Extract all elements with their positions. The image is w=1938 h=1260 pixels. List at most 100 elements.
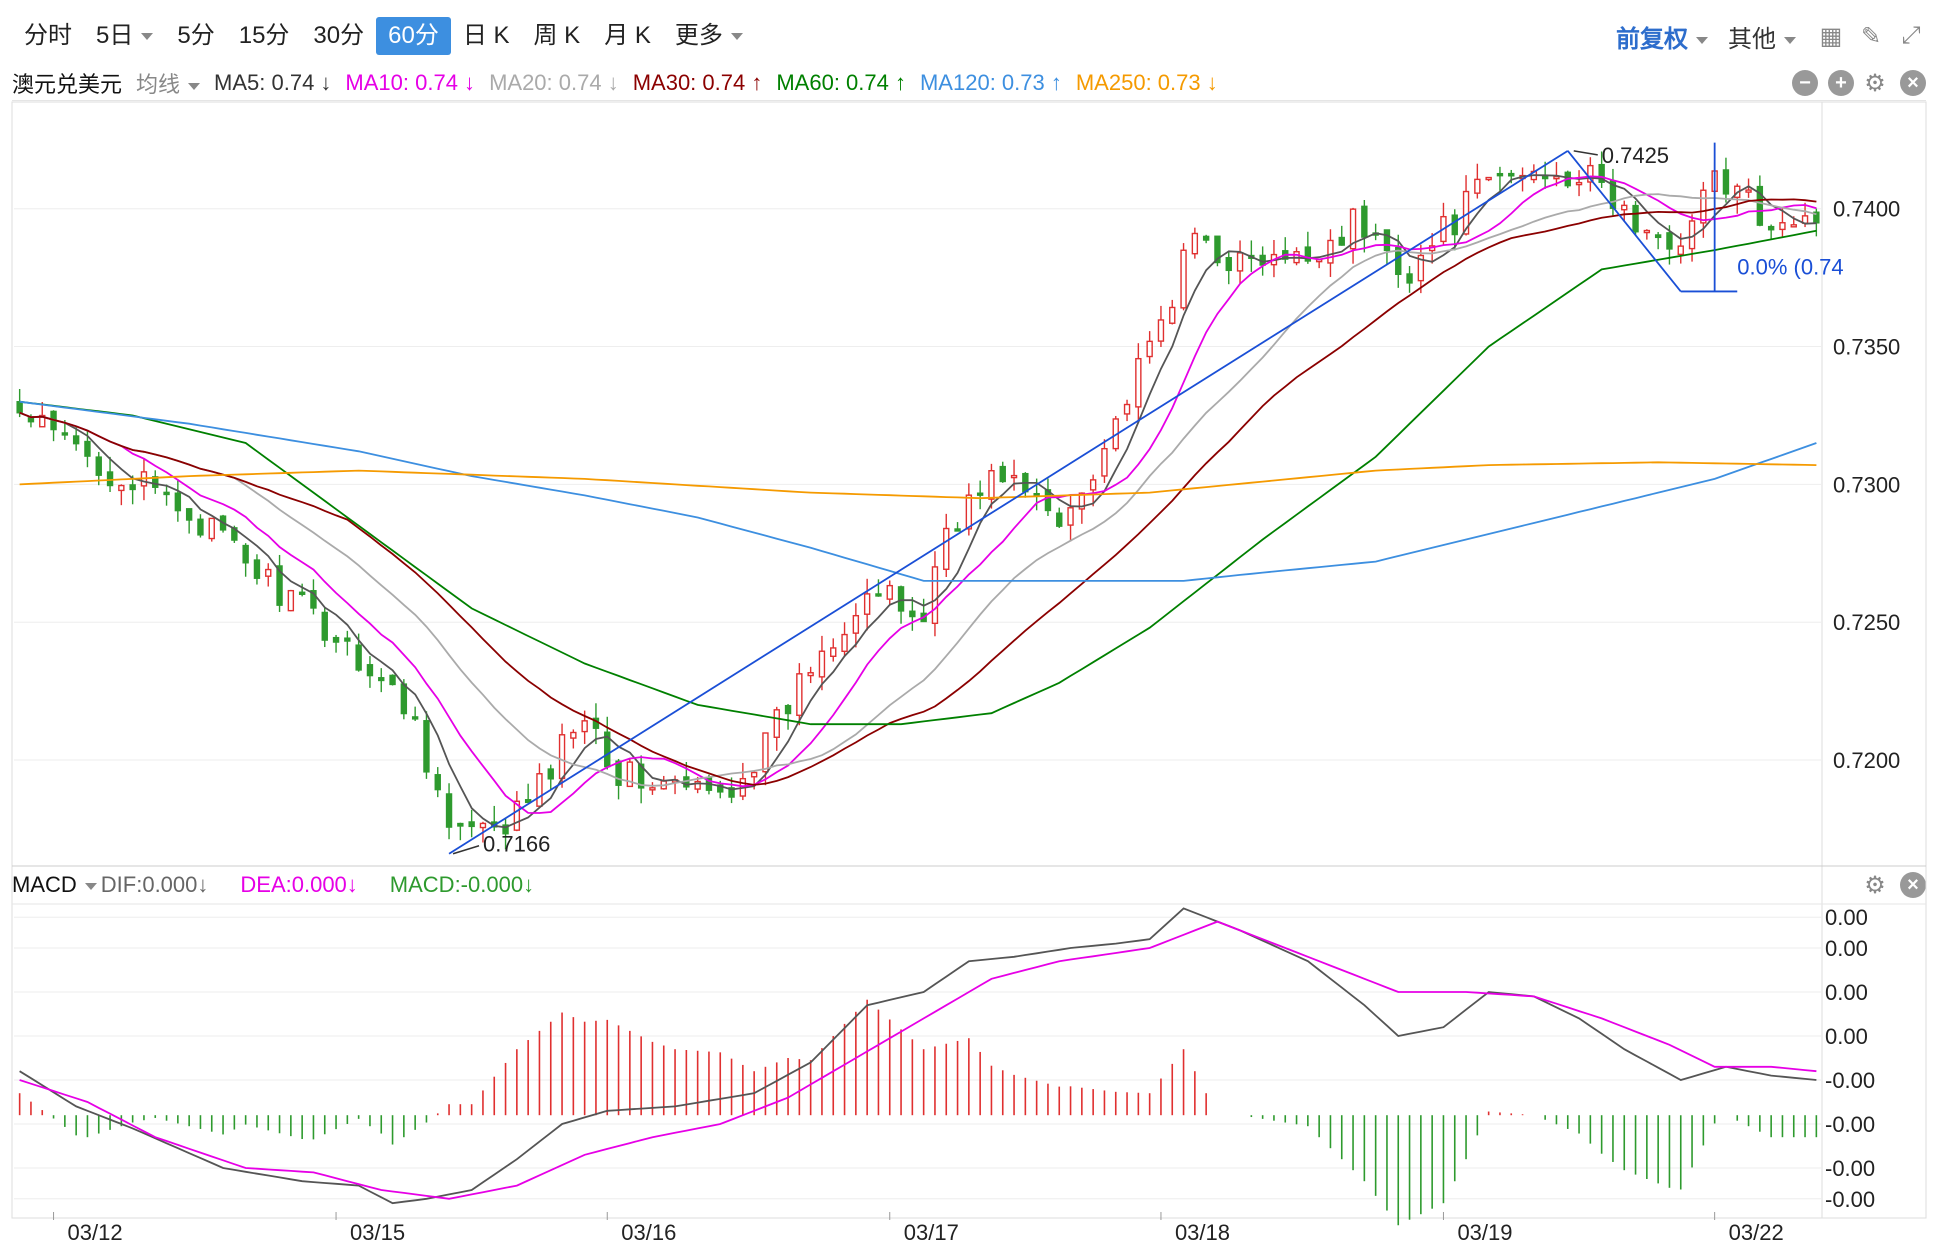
other-dropdown[interactable]: 其他 bbox=[1718, 19, 1806, 54]
candle-body bbox=[1587, 164, 1594, 183]
candle-body bbox=[253, 559, 261, 579]
tab-30min[interactable]: 30分 bbox=[313, 22, 365, 49]
candle-body bbox=[332, 636, 340, 643]
gear-icon[interactable]: ⚙ bbox=[1864, 871, 1886, 899]
high-annotation-arrow bbox=[1573, 150, 1598, 156]
draw-pen-icon[interactable]: ✎ bbox=[1860, 22, 1882, 50]
chevron-down-icon bbox=[84, 882, 97, 890]
chart-frame bbox=[11, 101, 1927, 1219]
candle-body bbox=[750, 771, 758, 778]
time-tick-label: 03/15 bbox=[350, 1220, 405, 1245]
close-icon[interactable]: × bbox=[1900, 70, 1926, 96]
ma5-line bbox=[19, 174, 1817, 829]
time-tick-label: 03/16 bbox=[621, 1220, 676, 1245]
candle-body bbox=[1496, 172, 1504, 177]
ma-legend-item: MA30: 0.74 ↑ bbox=[632, 70, 763, 95]
chevron-down-icon bbox=[1696, 36, 1708, 44]
candle-body bbox=[1169, 306, 1176, 324]
candle-body bbox=[1722, 169, 1730, 195]
chevron-down-icon bbox=[730, 33, 743, 41]
candle-body bbox=[1575, 181, 1583, 186]
macd-tick-label: -0.00 bbox=[1825, 1112, 1875, 1137]
candle-body bbox=[988, 470, 995, 500]
ma-selector[interactable]: 均线 bbox=[136, 67, 201, 99]
candle-body bbox=[1214, 235, 1221, 264]
tab-15min[interactable]: 15分 bbox=[238, 22, 290, 49]
candle-body bbox=[1067, 507, 1074, 526]
candle-body bbox=[773, 709, 780, 738]
candle-body bbox=[344, 637, 351, 642]
grid-icon[interactable]: ▦ bbox=[1819, 22, 1843, 50]
candle-body bbox=[502, 824, 509, 835]
candle-body bbox=[16, 401, 23, 414]
candle-body bbox=[1236, 252, 1244, 272]
tab-monthly[interactable]: 月 K bbox=[604, 22, 651, 49]
tab-5min[interactable]: 5分 bbox=[177, 22, 215, 49]
candle-body bbox=[1338, 236, 1345, 246]
time-tick-label: 03/17 bbox=[904, 1220, 959, 1245]
tab-more[interactable]: 更多 bbox=[663, 17, 755, 55]
tab-daily[interactable]: 日 K bbox=[462, 22, 510, 49]
macd-selector[interactable]: MACD bbox=[12, 872, 97, 898]
close-icon[interactable]: × bbox=[1900, 872, 1926, 898]
candle-body bbox=[626, 761, 634, 788]
tab-5day[interactable]: 5日 bbox=[84, 17, 165, 55]
candle-body bbox=[1767, 225, 1775, 231]
candle-body bbox=[1202, 235, 1210, 241]
candle-body bbox=[1756, 185, 1764, 226]
candle-body bbox=[943, 527, 950, 570]
macd-tick-label: -0.00 bbox=[1825, 1187, 1875, 1212]
time-tick-label: 03/19 bbox=[1457, 1220, 1512, 1245]
macd-dif-value: DIF:0.000↓ bbox=[100, 872, 209, 897]
fib-level-label: 0.0% (0.74 bbox=[1737, 255, 1843, 280]
candle-body bbox=[1191, 232, 1199, 255]
chevron-down-icon bbox=[1784, 36, 1796, 44]
candle-body bbox=[1643, 229, 1651, 234]
macd-tick-label: 0.00 bbox=[1825, 936, 1868, 961]
candle-body bbox=[897, 586, 905, 612]
candle-body bbox=[841, 633, 848, 653]
tab-5day-label: 5日 bbox=[96, 22, 134, 49]
candle-body bbox=[1553, 175, 1560, 180]
minus-icon[interactable]: − bbox=[1792, 70, 1818, 96]
chevron-down-icon bbox=[141, 33, 154, 41]
candle-body bbox=[615, 760, 622, 786]
candle-body bbox=[1349, 208, 1357, 250]
candle-body bbox=[1666, 232, 1673, 250]
candle-body bbox=[468, 821, 475, 828]
ma30-line bbox=[19, 198, 1817, 786]
candle-body bbox=[852, 614, 860, 634]
candle-body bbox=[1146, 340, 1153, 358]
candle-body bbox=[570, 731, 577, 739]
price-tick-label: 0.7250 bbox=[1833, 610, 1900, 635]
time-tick-label: 03/12 bbox=[68, 1220, 123, 1245]
panel-tools: − + ⚙ × bbox=[1782, 68, 1926, 98]
ma60-line bbox=[19, 229, 1817, 726]
candles bbox=[16, 151, 1820, 850]
candle-body bbox=[411, 716, 419, 720]
macd-tick-label: 0.00 bbox=[1825, 905, 1868, 930]
price-tick-label: 0.7300 bbox=[1833, 472, 1900, 497]
period-tabs: 分时 5日 5分 15分 30分 60分 日 K 周 K 月 K 更多 前复权 … bbox=[12, 14, 1926, 58]
tab-more-label: 更多 bbox=[674, 22, 723, 49]
candle-body bbox=[1508, 172, 1515, 177]
ma-legend-item: MA250: 0.73 ↓ bbox=[1075, 70, 1218, 95]
tab-weekly[interactable]: 周 K bbox=[533, 22, 581, 49]
gear-icon[interactable]: ⚙ bbox=[1864, 69, 1886, 97]
macd-tick-label: 0.00 bbox=[1825, 1024, 1868, 1049]
tab-60min[interactable]: 60分 bbox=[376, 17, 451, 55]
adjust-dropdown[interactable]: 前复权 bbox=[1606, 19, 1718, 54]
candle-body bbox=[999, 465, 1006, 483]
candle-body bbox=[1180, 249, 1187, 309]
time-tick-label: 03/18 bbox=[1175, 1220, 1230, 1245]
candle-body bbox=[1123, 403, 1131, 415]
candle-body bbox=[27, 416, 35, 423]
candle-body bbox=[423, 720, 430, 773]
fullscreen-icon[interactable]: ⤢ bbox=[1901, 22, 1921, 49]
candle-body bbox=[163, 491, 170, 496]
plus-icon[interactable]: + bbox=[1828, 70, 1854, 96]
tab-fenshi[interactable]: 分时 bbox=[24, 22, 72, 49]
macd-tick-label: -0.00 bbox=[1825, 1068, 1875, 1093]
macd-tick-label: 0.00 bbox=[1825, 980, 1868, 1005]
